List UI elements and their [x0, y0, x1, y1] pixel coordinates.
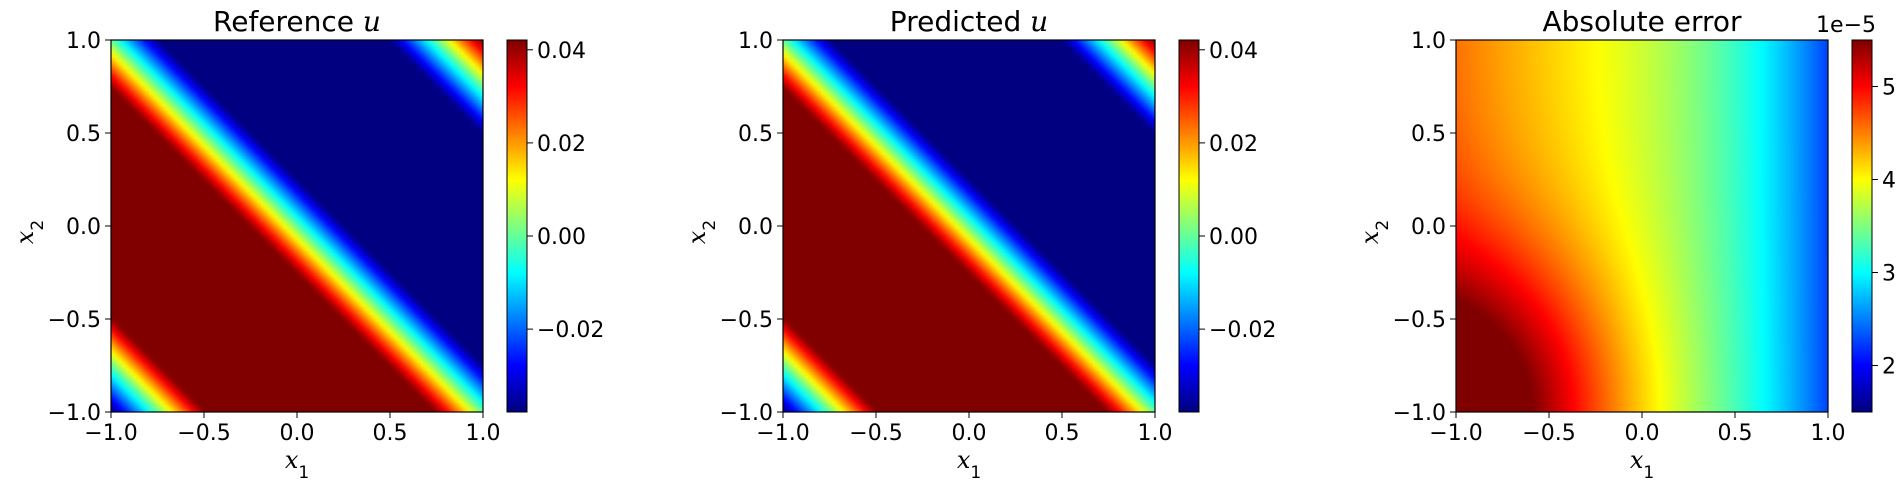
panel-3: −1.0 −0.5 0.0 0.5 1.0 −1.0 −0.5 0.0 0.5 1.0 x1 x2 Ab… — [1356, 5, 1896, 483]
x-tick-label: −0.5 — [177, 421, 230, 446]
colorbar-tick-label: 0.04 — [1209, 39, 1258, 64]
x-tick-label: 1.0 — [466, 421, 501, 446]
x-tick-label: 0.0 — [280, 421, 315, 446]
y-tick-label: −1.0 — [1393, 401, 1446, 426]
y-tick-label: 1.0 — [66, 29, 101, 54]
x-tick-label: −1.0 — [84, 421, 137, 446]
y-tick-label: −0.5 — [1393, 308, 1446, 333]
heatmap-image — [111, 40, 483, 412]
y-tick-label: −1.0 — [48, 401, 101, 426]
y-tick-label: −0.5 — [720, 308, 773, 333]
colorbar-tick-label: 4 — [1882, 169, 1896, 194]
colorbar-tick-label: 5 — [1882, 76, 1896, 101]
y-tick-label: 1.0 — [1411, 29, 1446, 54]
colorbar-tick-label: −0.02 — [537, 318, 604, 343]
y-tick-label: 0.5 — [66, 122, 101, 147]
x-axis-label: x1 — [957, 446, 981, 483]
colorbar-tick-label: 0.04 — [537, 39, 586, 64]
heatmap-image — [783, 40, 1155, 412]
colorbar-tick-label: 2 — [1882, 355, 1896, 380]
x-tick-label: −1.0 — [756, 421, 809, 446]
y-tick-label: 1.0 — [738, 29, 773, 54]
y-tick-label: 0.0 — [1411, 215, 1446, 240]
colorbar — [507, 40, 527, 412]
x-tick-label: −0.5 — [1522, 421, 1575, 446]
heatmap-image — [1456, 40, 1828, 412]
x-tick-label: −0.5 — [849, 421, 902, 446]
colorbar-tick-label: −0.02 — [1209, 318, 1276, 343]
y-axis-label: x2 — [11, 220, 48, 244]
x-tick-label: 0.5 — [373, 421, 408, 446]
colorbar-offset-label: 1e−5 — [1816, 13, 1876, 38]
x-tick-label: 1.0 — [1811, 421, 1846, 446]
x-axis-label: x1 — [1630, 446, 1654, 483]
colorbar-tick-label: 0.02 — [1209, 132, 1258, 157]
colorbar-frame — [506, 39, 528, 413]
panel-title: Predicted u — [890, 5, 1048, 38]
panel-title: Absolute error — [1542, 5, 1742, 38]
y-tick-label: 0.0 — [66, 215, 101, 240]
panel-1: −1.0 −0.5 0.0 0.5 1.0 −1.0 −0.5 0.0 0.5 1.0 x1 x2 Re… — [11, 5, 604, 483]
y-axis-label: x2 — [1356, 220, 1393, 244]
colorbar-tick-label: 0.02 — [537, 132, 586, 157]
y-tick-label: −0.5 — [48, 308, 101, 333]
x-tick-label: 0.0 — [1625, 421, 1660, 446]
x-tick-label: 0.5 — [1718, 421, 1753, 446]
colorbar-tick-label: 0.00 — [537, 225, 586, 250]
panel-title: Reference u — [213, 5, 381, 38]
colorbar-frame — [1851, 39, 1873, 413]
panel-2: −1.0 −0.5 0.0 0.5 1.0 −1.0 −0.5 0.0 0.5 1.0 x1 x2 Pr… — [683, 5, 1276, 483]
colorbar-tick-label: 3 — [1882, 262, 1896, 287]
x-tick-label: −1.0 — [1429, 421, 1482, 446]
y-tick-label: 0.0 — [738, 215, 773, 240]
y-axis-label: x2 — [683, 220, 720, 244]
colorbar — [1852, 40, 1872, 412]
colorbar-frame — [1178, 39, 1200, 413]
x-tick-label: 0.5 — [1045, 421, 1080, 446]
x-axis-label: x1 — [285, 446, 309, 483]
colorbar — [1179, 40, 1199, 412]
x-tick-label: 1.0 — [1138, 421, 1173, 446]
y-tick-label: 0.5 — [1411, 122, 1446, 147]
y-tick-label: 0.5 — [738, 122, 773, 147]
colorbar-tick-label: 0.00 — [1209, 225, 1258, 250]
y-tick-label: −1.0 — [720, 401, 773, 426]
x-tick-label: 0.0 — [952, 421, 987, 446]
